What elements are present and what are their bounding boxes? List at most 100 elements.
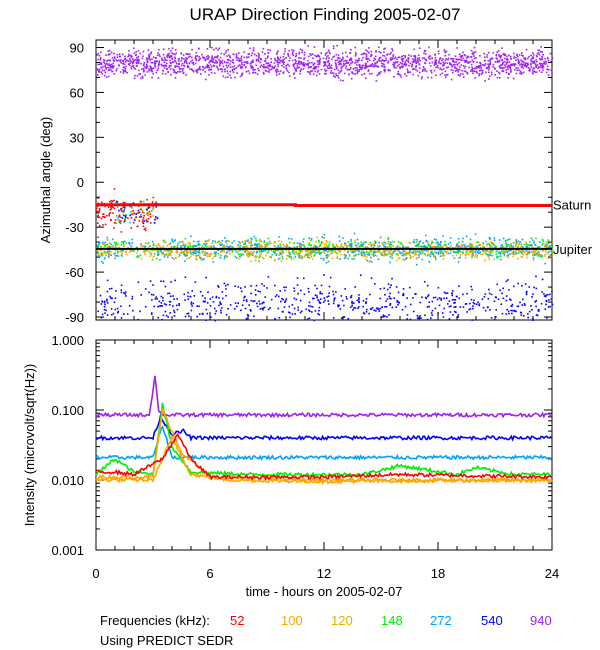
azimuth-point: [298, 57, 300, 59]
azimuth-point: [375, 65, 378, 68]
azimuth-point: [195, 51, 198, 54]
azimuth-point: [516, 53, 518, 56]
azimuth-point: [529, 241, 531, 243]
azimuth-point: [353, 307, 355, 309]
azimuth-point: [363, 312, 366, 315]
azimuth-point: [475, 57, 477, 59]
azimuth-point: [283, 58, 286, 60]
azimuth-point: [295, 298, 298, 301]
azimuth-point: [498, 59, 501, 62]
azimuth-point: [163, 255, 166, 258]
azimuth-point: [296, 277, 299, 279]
azimuth-point: [487, 71, 490, 74]
azimuth-point: [279, 251, 282, 253]
azimuth-point: [144, 288, 147, 290]
azimuth-point: [299, 48, 302, 51]
azimuth-point: [538, 66, 540, 68]
azimuth-point: [423, 246, 426, 248]
azimuth-point: [449, 242, 452, 244]
azimuth-point: [415, 65, 418, 67]
azimuth-point: [457, 245, 460, 247]
azimuth-point: [152, 243, 155, 245]
azimuth-point: [303, 53, 306, 56]
azimuth-point: [213, 246, 216, 249]
azimuth-point: [132, 47, 135, 49]
azimuth-point: [535, 66, 538, 68]
azimuth-point: [129, 59, 132, 62]
azimuth-point: [125, 251, 128, 253]
azimuth-point: [465, 251, 468, 253]
azimuth-point: [184, 253, 186, 256]
azimuth-point: [149, 251, 151, 254]
azimuth-point: [454, 301, 456, 304]
azimuth-point: [117, 310, 120, 313]
azimuth-point: [240, 55, 243, 58]
azimuth-point: [274, 59, 276, 62]
azimuth-point: [407, 61, 410, 63]
azimuth-point: [232, 58, 234, 61]
azimuth-point: [522, 67, 524, 69]
azimuth-point: [530, 237, 533, 240]
azimuth-point: [99, 59, 102, 61]
azimuth-point: [134, 68, 136, 70]
azimuth-point: [303, 246, 306, 249]
azimuth-point: [151, 61, 154, 64]
azimuth-point: [532, 257, 535, 259]
azimuth-point: [429, 55, 432, 57]
azimuth-point: [303, 61, 305, 64]
azimuth-point: [487, 297, 490, 300]
azimuth-point: [335, 66, 338, 68]
azimuth-point: [533, 62, 535, 64]
azimuth-point: [331, 72, 334, 74]
azimuth-point: [137, 50, 140, 52]
azimuth-point: [481, 72, 484, 74]
azimuth-point: [116, 59, 118, 62]
azimuth-point: [448, 53, 450, 56]
azimuth-point: [412, 59, 415, 62]
azimuth-point: [314, 294, 317, 296]
azimuth-point: [478, 74, 480, 77]
azimuth-point: [365, 49, 367, 52]
azimuth-point: [293, 242, 295, 244]
azimuth-point: [153, 221, 156, 224]
azimuth-point: [448, 318, 451, 320]
azimuth-point: [177, 242, 180, 245]
azimuth-point: [388, 243, 391, 245]
azimuth-point: [407, 71, 409, 74]
azimuth-point: [321, 292, 323, 295]
azimuth-point: [270, 242, 272, 245]
azimuth-point: [243, 243, 245, 245]
azimuth-point: [119, 60, 122, 63]
azimuth-point: [221, 59, 224, 62]
azimuth-point: [522, 249, 525, 252]
azimuth-point: [331, 58, 333, 61]
azimuth-point: [438, 60, 440, 62]
azimuth-point: [340, 245, 343, 247]
azimuth-point: [402, 245, 404, 247]
azimuth-point: [473, 57, 476, 60]
azimuth-point: [206, 240, 209, 242]
azimuth-point: [404, 62, 406, 65]
azimuth-point: [464, 303, 467, 305]
azimuth-point: [224, 70, 226, 73]
azimuth-point: [409, 257, 411, 259]
azimuth-point: [281, 252, 283, 254]
azimuth-point: [286, 243, 288, 246]
azimuth-point: [404, 246, 407, 249]
azimuth-point: [124, 201, 126, 204]
azimuth-point: [167, 256, 169, 258]
azimuth-point: [416, 250, 418, 253]
azimuth-point: [439, 255, 442, 257]
azimuth-point: [507, 77, 509, 79]
azimuth-point: [424, 69, 426, 72]
azimuth-point: [470, 285, 473, 288]
azimuth-point: [335, 251, 337, 253]
azimuth-point: [122, 211, 125, 214]
azimuth-point: [204, 240, 207, 243]
azimuth-point: [250, 241, 253, 244]
azimuth-point: [334, 297, 336, 299]
azimuth-point: [479, 69, 481, 72]
azimuth-point: [541, 63, 544, 65]
azimuth-point: [363, 241, 366, 244]
azimuth-point: [437, 243, 440, 246]
